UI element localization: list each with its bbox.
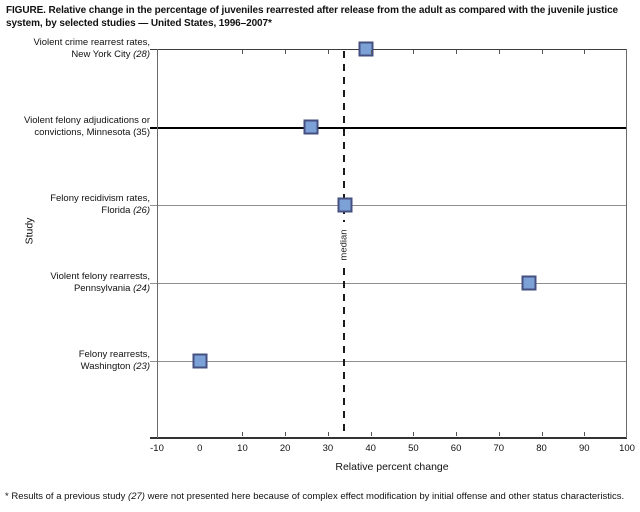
axis-tick-mark (498, 432, 500, 436)
x-axis-title: Relative percent change (335, 461, 449, 473)
row-line (150, 205, 627, 206)
study-label-line2: Florida (26) (101, 205, 150, 216)
data-point-marker-florida (337, 197, 353, 213)
study-label-line1: Violent felony rearrests, (50, 271, 150, 282)
study-label-line1: Felony rearrests, (78, 349, 150, 360)
axis-tick-mark (370, 432, 372, 436)
axis-tick-mark (327, 50, 329, 54)
axis-tick-mark (456, 432, 458, 436)
data-point-marker-minnesota (303, 119, 319, 135)
x-tick-label: 20 (279, 443, 291, 454)
reference-number: (27) (128, 491, 145, 502)
median-label: median (338, 229, 350, 261)
reference-number: (35) (133, 127, 150, 138)
data-point-marker-new-york (358, 41, 374, 57)
figure-title: FIGURE. Relative change in the percentag… (6, 5, 618, 29)
study-label-line2: New York City (28) (71, 49, 150, 60)
x-tick-label: 60 (450, 443, 462, 454)
study-label-minnesota: Violent felony adjudications or convicti… (0, 115, 150, 139)
axis-tick-mark (541, 50, 543, 54)
right-frame-line (626, 49, 627, 438)
study-label-line1: Felony recidivism rates, (50, 193, 150, 204)
axis-tick-mark (584, 50, 586, 54)
axis-tick-mark (413, 432, 415, 436)
axis-tick-mark (370, 50, 372, 54)
x-axis-line (150, 437, 627, 439)
data-point-marker-washington (192, 353, 208, 369)
study-label-line2: Washington (23) (80, 361, 150, 372)
axis-tick-mark (242, 432, 244, 436)
y-axis-title: Study (23, 217, 36, 245)
axis-tick-mark (584, 432, 586, 436)
plot-area: median (150, 41, 627, 439)
study-label-washington: Felony rearrests, Washington (23) (0, 349, 150, 373)
x-tick-label: 10 (237, 443, 248, 454)
x-tick-label: 50 (408, 443, 419, 454)
x-axis-tick-labels: -10 0 10 20 30 40 50 60 70 80 90 100 (150, 443, 635, 455)
axis-tick-mark (413, 50, 415, 54)
reference-number: (28) (133, 49, 150, 60)
x-tick-label: 0 (197, 443, 203, 454)
axis-tick-mark (456, 50, 458, 54)
x-tick-label: 100 (619, 443, 635, 454)
axis-tick-mark (327, 432, 329, 436)
x-tick-label: 40 (365, 443, 376, 454)
x-tick-label: -10 (150, 443, 164, 454)
study-label-line2: convictions, Minnesota (35) (34, 127, 150, 138)
axis-tick-mark (285, 432, 287, 436)
x-tick-label: 30 (322, 443, 334, 454)
study-label-new-york: Violent crime rearrest rates, New York C… (0, 37, 150, 61)
study-label-line2: Pennsylvania (24) (73, 283, 150, 294)
reference-number: (26) (133, 205, 150, 216)
row-line (150, 283, 627, 284)
axis-tick-mark (285, 50, 287, 54)
reference-number: (24) (133, 283, 150, 294)
reference-number: (23) (133, 361, 150, 372)
study-label-florida: Felony recidivism rates, Florida (26) (0, 193, 150, 217)
study-label-line1: Violent felony adjudications or (23, 115, 150, 126)
axis-tick-mark (541, 432, 543, 436)
study-label-line1: Violent crime rearrest rates, (33, 37, 150, 48)
row-line (150, 127, 627, 129)
median-line-upper-segment (342, 51, 345, 222)
x-tick-label: 90 (578, 443, 590, 454)
row-line (150, 49, 627, 50)
axis-tick-mark (242, 50, 244, 54)
study-label-pennsylvania: Violent felony rearrests, Pennsylvania (… (0, 271, 150, 295)
median-line-lower-segment (342, 268, 345, 437)
data-point-marker-pennsylvania (521, 275, 537, 291)
row-line (150, 361, 627, 362)
axis-tick-mark (498, 50, 500, 54)
x-tick-label: 70 (493, 443, 505, 454)
x-tick-label: 80 (536, 443, 547, 454)
zero-reference-line (157, 49, 158, 438)
footnote: * Results of a previous study (27) were … (5, 491, 625, 502)
